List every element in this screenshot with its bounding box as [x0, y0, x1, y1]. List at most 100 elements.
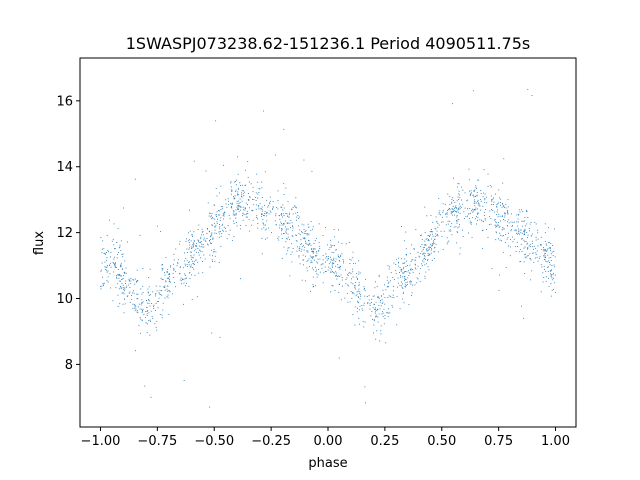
- data-point: [195, 251, 197, 253]
- data-point: [159, 293, 161, 295]
- data-point: [531, 252, 533, 254]
- data-point: [221, 232, 223, 234]
- data-point: [459, 224, 460, 226]
- data-point: [138, 303, 140, 305]
- data-point: [357, 290, 359, 292]
- data-point: [291, 222, 293, 224]
- data-point: [333, 263, 335, 265]
- data-point: [141, 302, 143, 304]
- data-point: [349, 258, 351, 260]
- data-point: [464, 192, 466, 194]
- data-point: [452, 103, 454, 105]
- data-point: [149, 321, 151, 322]
- data-point: [502, 228, 504, 230]
- data-point: [100, 270, 102, 272]
- data-point: [285, 226, 287, 228]
- data-point: [277, 190, 279, 192]
- data-point: [197, 229, 199, 230]
- data-point: [428, 254, 430, 256]
- data-point: [189, 272, 191, 273]
- data-point: [349, 263, 351, 264]
- data-point: [148, 299, 150, 301]
- data-point: [243, 190, 245, 192]
- data-point: [115, 267, 117, 268]
- data-point: [553, 288, 554, 290]
- data-point: [287, 247, 289, 249]
- data-point: [400, 281, 402, 283]
- data-point: [257, 193, 259, 195]
- data-point: [235, 217, 237, 219]
- data-point: [141, 312, 143, 314]
- data-point: [549, 270, 551, 272]
- data-point: [123, 290, 125, 292]
- data-point: [240, 207, 242, 208]
- data-point: [420, 235, 421, 236]
- data-point: [450, 230, 452, 232]
- data-point: [377, 308, 379, 310]
- data-point: [215, 214, 217, 216]
- data-point: [330, 244, 332, 246]
- data-point: [487, 173, 489, 175]
- data-point: [269, 200, 271, 202]
- data-point: [166, 277, 168, 279]
- data-point: [168, 277, 170, 279]
- data-point: [175, 271, 177, 273]
- data-point: [499, 226, 501, 228]
- data-point: [547, 270, 549, 272]
- data-point: [148, 302, 150, 304]
- data-point: [175, 248, 177, 250]
- data-point: [331, 269, 333, 271]
- data-point: [433, 251, 435, 253]
- data-point: [147, 302, 149, 304]
- data-point: [530, 221, 532, 223]
- data-point: [186, 251, 188, 253]
- data-point: [543, 277, 545, 278]
- data-point: [211, 332, 213, 334]
- data-point: [475, 209, 477, 211]
- data-point: [175, 286, 176, 288]
- data-point: [434, 238, 435, 240]
- data-point: [129, 291, 131, 293]
- data-point: [139, 308, 141, 310]
- data-point: [428, 235, 430, 237]
- data-point: [345, 279, 347, 280]
- data-point: [204, 258, 206, 260]
- data-point: [310, 221, 312, 223]
- data-point: [358, 284, 360, 286]
- data-point: [550, 250, 551, 252]
- data-point: [312, 267, 313, 269]
- data-point: [480, 198, 482, 200]
- data-point: [163, 286, 165, 288]
- data-point: [243, 214, 245, 216]
- data-point: [396, 295, 398, 297]
- data-point: [195, 242, 197, 244]
- data-point: [382, 289, 384, 291]
- data-point: [148, 286, 150, 288]
- data-point: [385, 289, 387, 291]
- data-point: [166, 296, 168, 298]
- data-point: [548, 260, 550, 262]
- data-point: [240, 184, 241, 186]
- data-point: [375, 310, 377, 312]
- data-point: [544, 255, 546, 257]
- data-point: [328, 249, 330, 251]
- data-point: [408, 272, 410, 274]
- data-point: [114, 248, 116, 250]
- data-point: [261, 181, 263, 183]
- data-point: [425, 248, 427, 250]
- data-point: [490, 217, 492, 219]
- data-point: [312, 252, 314, 254]
- data-point: [104, 268, 106, 270]
- data-point: [244, 169, 246, 171]
- data-point: [490, 186, 492, 188]
- data-point: [131, 294, 132, 296]
- data-point: [299, 246, 301, 248]
- data-point: [476, 192, 478, 193]
- data-point: [136, 269, 138, 271]
- data-point: [457, 227, 459, 229]
- data-point: [142, 285, 144, 287]
- data-point: [352, 251, 354, 253]
- data-point: [219, 231, 221, 233]
- data-point: [299, 229, 301, 231]
